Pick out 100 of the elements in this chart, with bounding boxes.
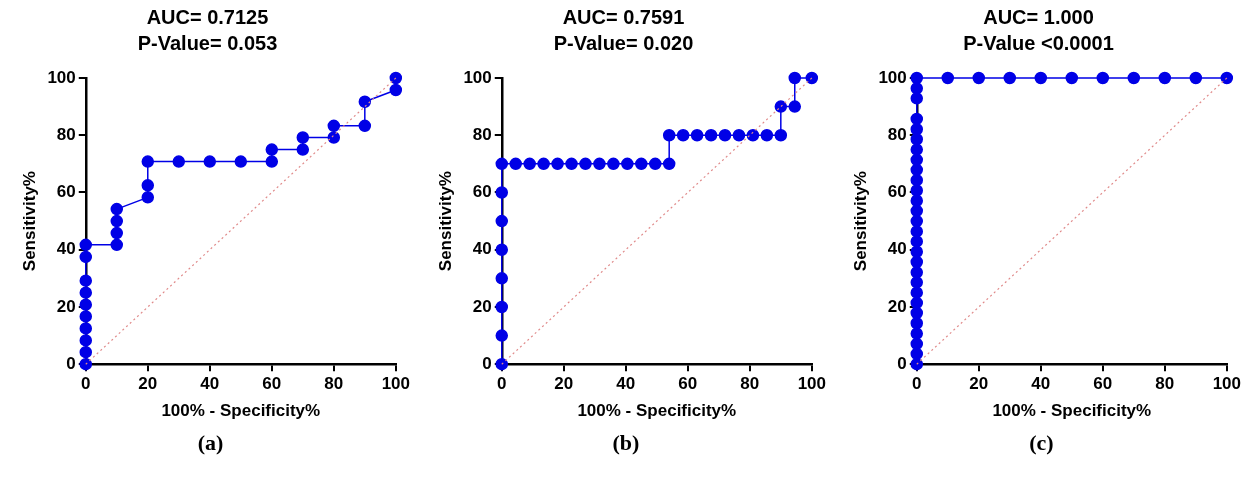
point <box>296 131 310 144</box>
point <box>910 214 924 228</box>
point <box>1220 71 1234 85</box>
point <box>1096 71 1110 85</box>
y-tick-label: 60 <box>56 182 76 202</box>
point <box>634 157 648 171</box>
y-tick-label: 40 <box>887 239 907 259</box>
point <box>910 153 924 167</box>
point <box>662 128 675 142</box>
point <box>536 157 550 171</box>
point <box>265 155 279 168</box>
x-tick-label: 40 <box>200 374 220 394</box>
point <box>358 119 372 133</box>
x-tick-label: 100 <box>1212 374 1242 394</box>
point <box>662 157 675 171</box>
point <box>79 357 93 371</box>
point <box>718 128 731 142</box>
point <box>495 214 508 228</box>
x-tick-label: 100 <box>381 374 411 394</box>
point <box>910 225 924 238</box>
y-tick-label: 20 <box>472 296 492 316</box>
point <box>110 202 124 216</box>
point <box>389 83 403 97</box>
point <box>522 157 536 171</box>
x-tick-label: 40 <box>1031 374 1051 394</box>
point <box>296 143 310 156</box>
x-tick-label: 80 <box>324 374 344 394</box>
point <box>495 300 508 314</box>
point <box>203 155 217 168</box>
point <box>495 272 508 285</box>
point <box>592 157 606 171</box>
y-tick-label: 20 <box>887 296 907 316</box>
x-tick-label: 0 <box>81 374 91 394</box>
point <box>265 143 279 156</box>
y-tick-label: 80 <box>472 124 492 144</box>
text: (c) <box>1028 430 1055 456</box>
y-tick-label: 100 <box>47 67 76 87</box>
point <box>358 95 372 109</box>
point <box>550 157 564 171</box>
y-tick-label: 100 <box>878 67 907 87</box>
point <box>1158 71 1172 85</box>
point <box>774 100 787 113</box>
point <box>910 245 924 258</box>
point <box>910 112 924 126</box>
point <box>648 157 661 171</box>
point <box>788 100 801 113</box>
point <box>495 243 508 256</box>
x-tick-label: 80 <box>739 374 759 394</box>
point <box>578 157 592 171</box>
point <box>910 266 924 279</box>
point <box>564 157 578 171</box>
y-tick-label: 20 <box>56 296 76 316</box>
point <box>972 71 986 85</box>
point <box>172 155 186 168</box>
x-tick-label: 100 <box>797 374 826 394</box>
point <box>910 184 924 197</box>
y-tick-label: 0 <box>481 353 492 373</box>
y-axis-title: Sensitivity% <box>19 171 39 272</box>
x-tick-label: 60 <box>262 374 282 394</box>
point <box>910 255 924 269</box>
point <box>1003 71 1017 85</box>
point <box>746 128 759 142</box>
y-tick-label: 40 <box>56 239 76 259</box>
point <box>79 310 93 323</box>
y-axis-title: Sensitivity% <box>435 171 455 272</box>
point <box>805 71 818 85</box>
point <box>910 235 924 248</box>
point <box>79 345 93 359</box>
point <box>941 71 955 85</box>
x-tick-label: 40 <box>615 374 635 394</box>
point <box>704 128 717 142</box>
point <box>79 274 93 287</box>
x-tick-label: 0 <box>912 374 922 394</box>
point <box>774 128 787 142</box>
point <box>327 131 341 144</box>
point <box>389 71 403 85</box>
y-tick-label: 0 <box>66 353 76 373</box>
point <box>110 226 124 240</box>
point <box>234 155 248 168</box>
y-tick-label: 40 <box>472 239 492 259</box>
point <box>910 173 924 187</box>
x-tick-label: 60 <box>1093 374 1113 394</box>
point <box>910 327 924 340</box>
chart-subtitle: P-Value= 0.053 <box>137 31 278 54</box>
x-tick-label: 60 <box>677 374 697 394</box>
point <box>910 276 924 289</box>
y-tick-label: 80 <box>887 124 907 144</box>
chart-title: AUC= 0.7125 <box>146 5 269 28</box>
point <box>910 122 924 136</box>
point <box>79 322 93 335</box>
x-tick-label: 0 <box>496 374 506 394</box>
chart-title: AUC= 1.000 <box>983 5 1094 28</box>
x-tick-label: 20 <box>969 374 989 394</box>
point <box>606 157 620 171</box>
point <box>141 155 155 168</box>
y-tick-label: 100 <box>462 67 492 87</box>
y-axis-title: Sensitivity% <box>850 171 870 272</box>
point <box>910 286 924 299</box>
point <box>141 191 155 204</box>
point <box>495 357 508 371</box>
